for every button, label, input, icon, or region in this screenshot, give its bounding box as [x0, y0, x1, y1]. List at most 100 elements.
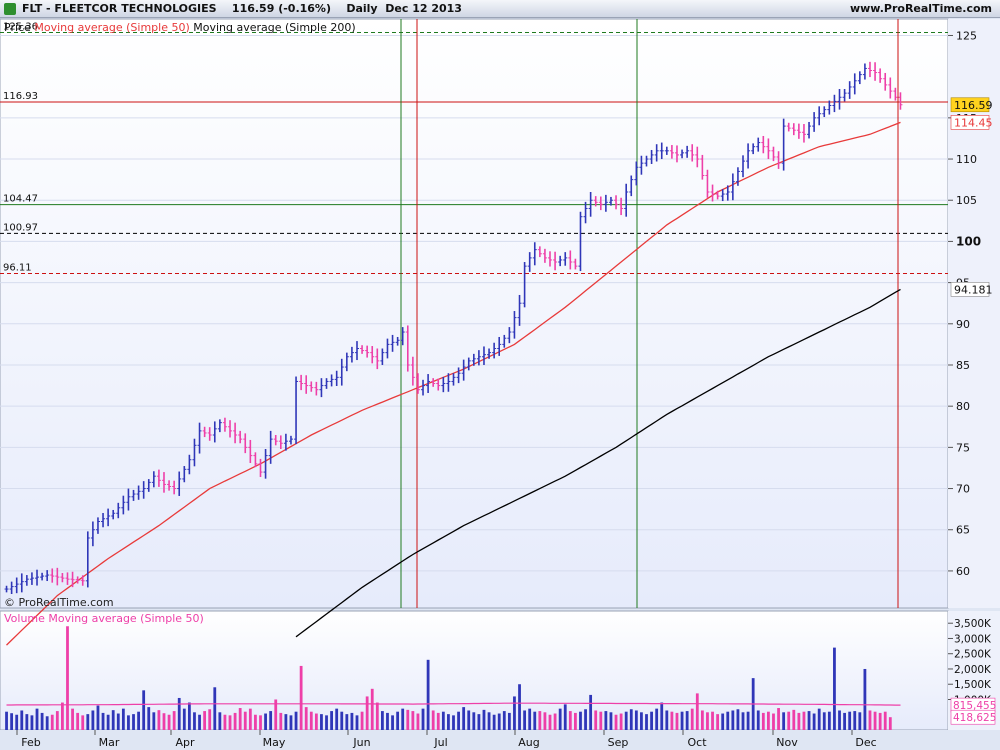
volume-bar: [40, 712, 44, 730]
volume-bar: [391, 715, 394, 730]
volume-bar: [716, 714, 720, 730]
volume-bar: [304, 707, 308, 730]
ma50-line: [6, 121, 901, 646]
legend-volume-label: Volume Moving average (Simple 50): [4, 612, 204, 625]
volume-bar: [45, 716, 49, 730]
volume-bar: [61, 702, 64, 730]
volume-bar: [624, 711, 628, 730]
volume-bar: [614, 714, 618, 730]
copyright-label: © ProRealTime.com: [4, 596, 114, 609]
volume-bar: [497, 713, 501, 730]
volume-bar: [472, 712, 476, 730]
volume-panel-background: [0, 610, 949, 731]
volume-bar: [441, 711, 445, 730]
value-tag-box: [950, 97, 990, 113]
volume-bar: [15, 714, 19, 730]
volume-bar: [655, 708, 659, 730]
volume-bar: [695, 693, 699, 730]
volume-bar: [787, 711, 791, 730]
volume-tick-label: 3,000K: [954, 633, 992, 645]
volume-bar: [700, 710, 704, 730]
legend-price-label: Price Moving average (Simple 50) Moving …: [4, 21, 356, 34]
volume-bar: [147, 707, 151, 730]
volume-bar: [137, 711, 140, 730]
volume-bar: [401, 708, 405, 730]
price-panel-background: [0, 18, 949, 609]
volume-bar: [767, 711, 770, 730]
volume-bar: [736, 709, 740, 730]
ma50-series: [6, 121, 901, 646]
volume-bar: [284, 714, 288, 730]
volume-bar: [690, 708, 694, 730]
date-axis: Feb Mar Apr May Jun Jul Aug Sep Oct Nov Dec: [16, 730, 877, 749]
volume-bar: [721, 713, 725, 730]
level-label: 104.47: [3, 194, 38, 205]
volume-bar: [731, 710, 735, 730]
volume-bar: [213, 687, 217, 730]
volume-value-tag: 815,455: [953, 700, 996, 712]
volume-bar: [853, 711, 857, 730]
date-tick-label: Jun: [352, 736, 370, 749]
volume-bar: [35, 708, 39, 730]
volume-bar: [223, 714, 227, 730]
volume-bar: [325, 715, 328, 730]
volume-bar: [822, 712, 826, 730]
volume-bar: [162, 713, 166, 730]
volume-bar: [452, 715, 455, 730]
volume-axis: 3,500K3,000K2,500K2,000K1,500K1,000K815,…: [948, 618, 996, 725]
volume-bar: [340, 711, 344, 730]
volume-bar: [355, 715, 359, 730]
volume-bar: [711, 711, 714, 730]
volume-bar: [330, 711, 334, 730]
volume-bar: [436, 712, 440, 730]
date-tick-label: Feb: [21, 736, 40, 749]
volume-bar: [619, 713, 623, 730]
volume-bar: [843, 712, 846, 730]
volume-bar: [873, 711, 877, 730]
volume-bar: [573, 712, 577, 730]
app-icon: [4, 3, 16, 15]
volume-bar: [599, 711, 603, 730]
volume-bars: [5, 626, 892, 730]
volume-bar: [741, 712, 745, 730]
volume-bar: [543, 712, 547, 730]
price-value-tags: 116.59 114.45 94.181: [950, 97, 993, 297]
volume-bar: [426, 659, 430, 730]
date-tick-label: May: [263, 736, 286, 749]
volume-bar: [416, 713, 420, 730]
volume-bar: [482, 709, 486, 730]
volume-bar: [848, 711, 852, 730]
volume-bar: [640, 712, 643, 730]
volume-bar: [96, 705, 100, 730]
value-tag-box: [950, 282, 990, 297]
date-axis-background: [0, 730, 1000, 750]
volume-bar: [233, 712, 237, 730]
volume-bar: [177, 697, 181, 730]
volume-tick-label: 2,500K: [954, 649, 992, 661]
volume-bar: [756, 710, 760, 730]
volume-bar: [706, 712, 709, 730]
date-tick-label: Dec: [855, 736, 876, 749]
volume-bar: [127, 715, 130, 730]
volume-bar: [360, 711, 364, 730]
volume-bar: [457, 711, 460, 730]
volume-bar: [802, 711, 806, 730]
volume-bar: [157, 710, 161, 730]
volume-bar: [477, 714, 481, 730]
volume-bar: [411, 711, 415, 730]
date-tick-label: Mar: [99, 736, 120, 749]
chart-title-bar: FLT - FLEETCOR TECHNOLOGIES 116.59 (-0.1…: [0, 0, 1000, 18]
volume-bar: [66, 626, 69, 730]
volume-bar: [579, 711, 582, 730]
volume-bar: [50, 714, 54, 730]
date-tick-label: Nov: [776, 736, 798, 749]
volume-ma-series: [6, 702, 901, 706]
level-label: 100.97: [3, 222, 38, 233]
volume-bar: [182, 708, 186, 730]
volume-bar: [106, 714, 110, 730]
volume-bar: [528, 708, 532, 730]
website-label[interactable]: www.ProRealTime.com: [849, 2, 992, 15]
value-tag-last-price: 116.59: [954, 99, 993, 112]
volume-bar: [518, 684, 521, 730]
